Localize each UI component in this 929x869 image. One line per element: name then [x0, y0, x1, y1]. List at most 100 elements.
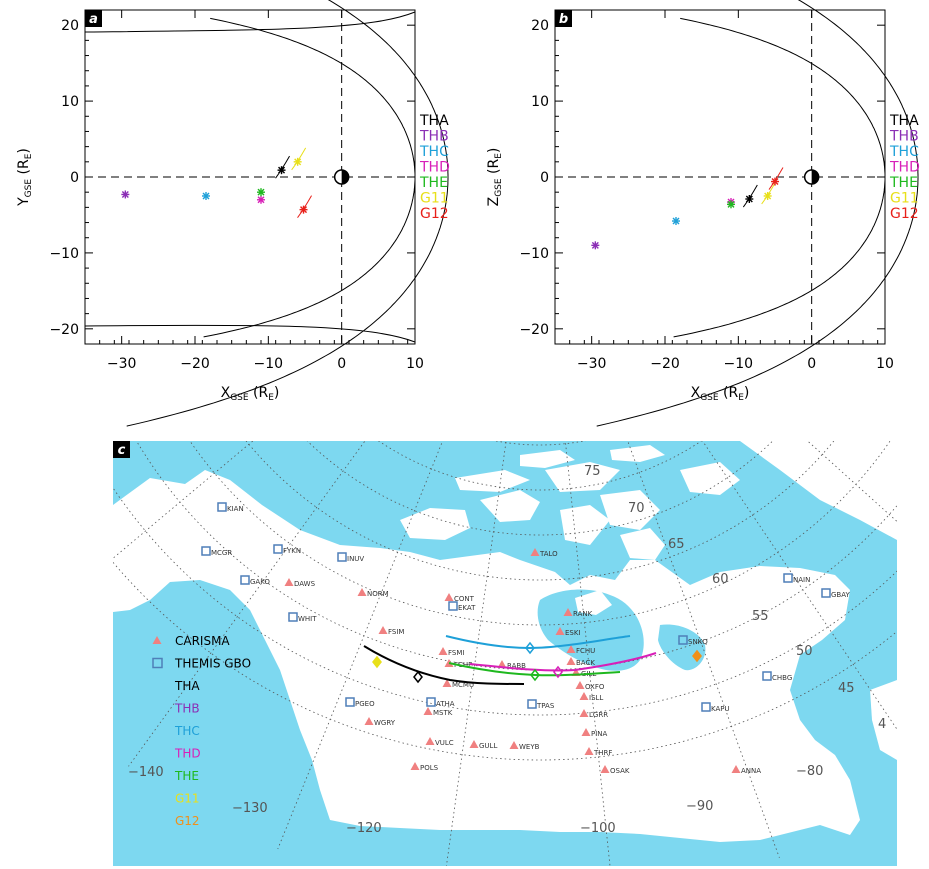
orbit-trail-g12	[297, 195, 312, 218]
carisma-station-label: PINA	[591, 730, 608, 738]
carisma-station-icon	[563, 608, 573, 616]
gbo-station-icon	[701, 702, 711, 712]
longitude-line	[807, 441, 897, 522]
b-ytick-label: 0	[540, 170, 549, 186]
carisma-station-icon	[555, 627, 565, 635]
gbo-station-label: TPAS	[536, 702, 555, 710]
panel-b: −30 −20 −10 0 10 −20 −10 0 10 20 b XGSE (RE) ZGSE…	[486, 0, 920, 427]
carisma-station-label: FSIM	[388, 628, 404, 636]
longitude-label: −100	[580, 821, 616, 836]
carisma-station-label: FCHP	[454, 661, 472, 669]
carisma-station-label: MCMU	[452, 681, 474, 689]
carisma-station-label: GULL	[479, 742, 497, 750]
a-xtick-label: 10	[406, 356, 424, 372]
gbo-station-icon	[821, 588, 831, 598]
longitude-line	[564, 441, 611, 866]
gbo-station-icon	[527, 699, 537, 709]
latitude-label: 70	[628, 501, 645, 516]
longitude-line	[113, 441, 254, 559]
carisma-station-icon	[579, 692, 589, 700]
carisma-station-label: NORM	[367, 590, 389, 598]
a-bowshock-curve	[126, 0, 449, 427]
longitude-label: −140	[128, 765, 164, 780]
marker-tha	[745, 195, 754, 204]
panel-a-magnetopause	[84, 11, 416, 343]
panel-a-markers	[121, 147, 312, 218]
carisma-station-icon	[410, 762, 420, 770]
carisma-station-label: WEYB	[519, 743, 540, 751]
carisma-station-label: TALO	[539, 550, 558, 558]
orbit-trail-tha	[742, 184, 758, 208]
orbit-trail-tha	[275, 155, 290, 179]
carisma-station-label: FSMI	[448, 649, 464, 657]
gbo-station-label: FYKN	[283, 547, 301, 555]
track-tha	[363, 645, 525, 685]
latitude-label: 45	[838, 681, 855, 696]
gbo-station-icon	[448, 601, 458, 611]
legend-g12: G12	[890, 206, 919, 222]
carisma-station-icon	[584, 747, 594, 755]
gbo-station-icon	[201, 546, 211, 556]
map-legend-thd: THD	[174, 747, 201, 761]
gbo-station-label: SNKQ	[688, 638, 708, 646]
carisma-station-label: ISLL	[589, 694, 603, 702]
carisma-station-icon	[509, 741, 519, 749]
carisma-station-icon	[284, 578, 294, 586]
carisma-station-icon	[575, 681, 585, 689]
gbo-station-label: GAKO	[250, 578, 270, 586]
gbo-station-label: CHBG	[772, 674, 792, 682]
track-thd	[469, 652, 657, 672]
marker-thc	[672, 217, 680, 226]
panel-a-ylabel: YGSE (RE)	[16, 148, 34, 207]
carisma-station-icon	[579, 709, 589, 717]
gbo-station-icon	[288, 612, 298, 622]
carisma-station-icon	[469, 740, 479, 748]
marker-the	[727, 200, 735, 209]
legend-g12: G12	[420, 206, 449, 222]
carisma-station-label: LGRR	[589, 711, 608, 719]
panel-a-letter-bg	[85, 10, 102, 27]
map-legend-thc: THC	[174, 724, 200, 738]
carisma-station-label: POLS	[420, 764, 439, 772]
panel-a-bowshock	[126, 0, 449, 427]
gbo-station-label: INUV	[347, 555, 364, 563]
latitude-label: 75	[584, 464, 601, 479]
track-thc	[445, 635, 631, 650]
orbit-trail-g11	[761, 181, 777, 205]
gbo-station-icon	[217, 502, 227, 512]
a-earth-night-icon	[341, 170, 349, 184]
map-legend-the: THE	[174, 769, 199, 783]
b-ytick-label: 20	[531, 18, 549, 34]
footpoint-thd-icon	[553, 665, 563, 679]
legend-thc: THC	[889, 144, 919, 160]
latitude-line	[378, 441, 702, 491]
footpoint-g12-icon	[692, 649, 702, 663]
panel-a-letter: a	[89, 12, 98, 27]
carisma-station-icon	[581, 728, 591, 736]
panel-c-letter-bg	[113, 441, 130, 458]
panel-b-ylabel: ZGSE (RE)	[486, 148, 504, 207]
marker-thd	[257, 195, 265, 204]
legend-gbo-icon	[152, 657, 163, 669]
panel-b-axes: −30 −20 −10 0 10 −20 −10 0 10 20	[519, 9, 894, 372]
carisma-station-icon	[378, 626, 388, 634]
marker-the	[257, 188, 265, 197]
latitude-label: 65	[668, 537, 685, 552]
b-ytick-label: 10	[531, 94, 549, 110]
gbo-station-label: NAIN	[793, 576, 810, 584]
latitude-label: 55	[752, 609, 769, 624]
carisma-station-icon	[364, 717, 374, 725]
a-ytick-label: 10	[61, 94, 79, 110]
map-stations: TALO DAWS NORM CONT RANK ESKI FSIM FSMI FCHU BACK…	[201, 502, 850, 775]
marker-g11	[763, 191, 772, 200]
map-land	[113, 441, 897, 842]
a-xtick-label: −20	[180, 356, 210, 372]
a-ytick-label: 0	[70, 170, 79, 186]
carisma-station-label: OSAK	[610, 767, 630, 775]
gbo-station-icon	[240, 575, 250, 585]
legend-g11: G11	[890, 191, 919, 207]
gbo-station-label: EKAT	[458, 604, 476, 612]
